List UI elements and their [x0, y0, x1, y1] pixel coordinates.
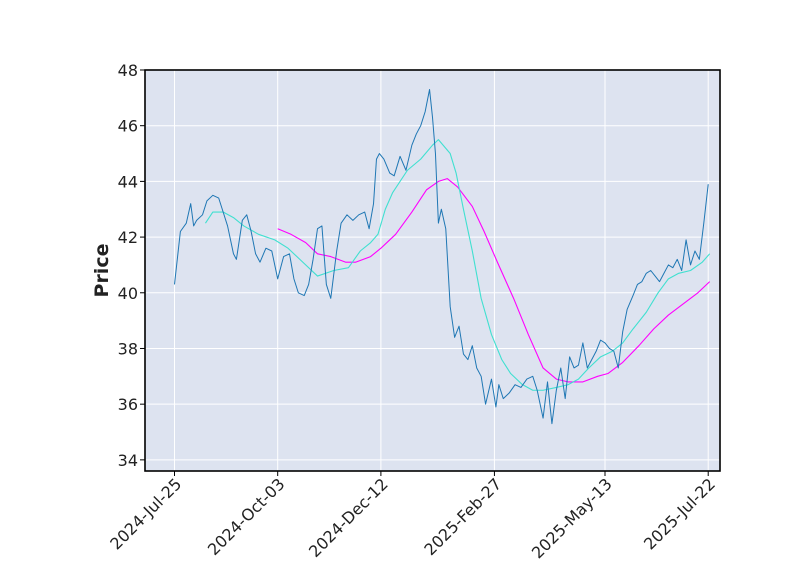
y-tick-label: 38 [118, 339, 138, 358]
y-axis-label: Price [91, 244, 113, 298]
x-tick-label: 2025-Jul-22 [640, 474, 719, 553]
y-tick-label: 48 [118, 61, 138, 80]
plot-background [145, 70, 720, 471]
y-tick-label: 42 [118, 228, 138, 247]
x-tick-label: 2025-Feb-27 [420, 474, 505, 559]
series-line-price [173, 88, 709, 425]
x-tick-label: 2024-Jul-25 [106, 474, 185, 553]
grid-lines [145, 69, 720, 471]
y-tick-label: 36 [118, 395, 138, 414]
y-tick-label: 46 [118, 117, 138, 136]
series-layer [173, 88, 711, 425]
y-tick-label: 34 [118, 451, 138, 470]
series-line-moving-average-long [277, 178, 711, 383]
x-tick-label: 2024-Dec-12 [305, 474, 392, 561]
x-tick-label: 2024-Oct-03 [204, 474, 289, 559]
y-tick-label: 40 [118, 284, 138, 303]
plot-frame [144, 69, 721, 472]
x-tick-label: 2025-May-13 [528, 474, 616, 562]
y-tick-label: 44 [118, 172, 138, 191]
series-line-moving-average-short [204, 139, 711, 391]
